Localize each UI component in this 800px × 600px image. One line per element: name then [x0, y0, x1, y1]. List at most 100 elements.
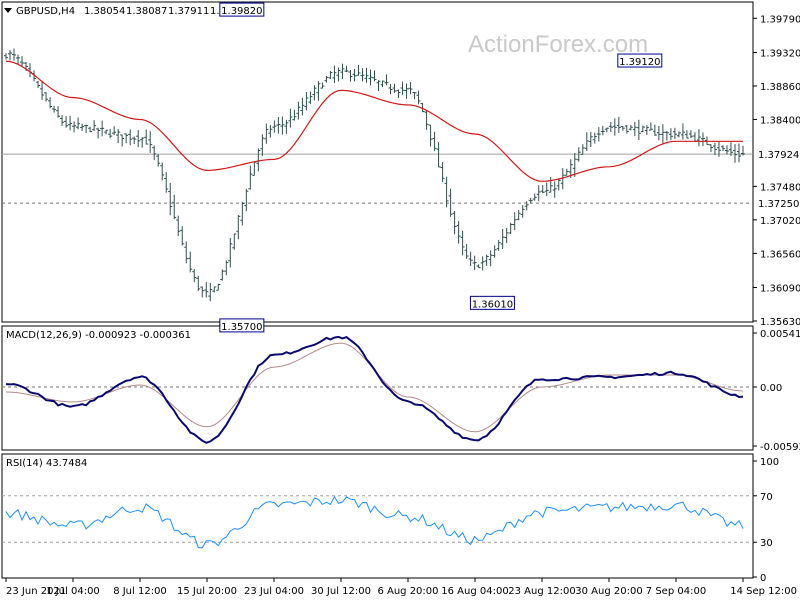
price-bar — [284, 119, 289, 134]
price-bar — [736, 143, 741, 163]
price-bar — [76, 117, 81, 130]
price-bar — [208, 282, 213, 302]
price-bar — [600, 125, 605, 136]
price-bar — [116, 128, 121, 143]
price-bar — [20, 56, 25, 68]
price-bar — [668, 128, 673, 141]
price-bar — [72, 121, 77, 133]
price-bar — [136, 130, 141, 148]
price-bar — [552, 181, 557, 198]
macd-tick-label: 0.005419 — [760, 329, 800, 340]
support-tag: 1.37250 — [754, 196, 800, 211]
price-bar — [384, 74, 389, 86]
price-bar — [88, 126, 93, 133]
price-bar — [652, 124, 657, 136]
price-bar — [528, 197, 533, 204]
x-tick-label: 16 Aug 04:00 — [441, 586, 508, 597]
price-bar — [132, 136, 137, 145]
price-bar — [512, 212, 517, 231]
price-tick-label: 1.39790 — [760, 14, 800, 25]
macd-series-group — [2, 335, 753, 444]
price-bar — [340, 63, 345, 79]
price-bar — [620, 126, 625, 131]
macd-line — [5, 335, 744, 444]
x-tick-label: 14 Sep 12:00 — [730, 586, 797, 597]
current-price-tag-box — [754, 147, 800, 162]
price-bar — [248, 165, 253, 190]
price-bar — [532, 193, 537, 201]
price-bar — [8, 50, 13, 61]
price-bar — [472, 255, 477, 271]
price-bar — [228, 237, 233, 268]
axes-group: 1.39790 1.39320 1.38860 1.38400 1.37480 1.370… — [5, 14, 800, 597]
price-bar — [520, 205, 525, 218]
price-bar — [328, 70, 333, 79]
dropdown-triangle-icon[interactable] — [4, 8, 12, 13]
macd-panel-frame — [1, 325, 754, 451]
price-bar — [220, 269, 225, 281]
price-bar — [536, 185, 541, 202]
price-bar — [708, 144, 713, 153]
price-annotation-label: 1.35700 — [221, 322, 262, 333]
price-bar — [304, 92, 309, 111]
price-bar — [732, 144, 737, 163]
price-bar — [432, 131, 437, 152]
watermark: ActionForex.com — [468, 31, 648, 58]
x-tick-label: 23 Aug 12:00 — [508, 586, 575, 597]
price-bar — [16, 54, 21, 65]
price-bar — [152, 145, 157, 161]
price-bar — [672, 127, 677, 140]
price-bar — [436, 142, 441, 168]
price-annotation: 1.35700 — [219, 318, 265, 333]
price-bar — [344, 65, 349, 73]
price-bar — [584, 132, 589, 151]
price-bar — [628, 124, 633, 131]
macd-tick-label: -0.005921 — [760, 442, 800, 453]
price-bar — [80, 123, 85, 131]
rsi-line — [5, 495, 744, 549]
price-bar — [108, 128, 113, 139]
support-tag-box — [754, 196, 800, 211]
price-bar — [680, 123, 685, 140]
price-bar — [316, 81, 321, 101]
price-tick-label: 1.38860 — [760, 82, 800, 93]
price-bar — [336, 67, 341, 82]
price-bar — [440, 161, 445, 183]
price-bar — [324, 75, 329, 83]
price-bar — [156, 154, 161, 167]
price-bar — [408, 82, 413, 95]
price-bar — [392, 83, 397, 93]
price-bar — [364, 67, 369, 83]
price-annotation-box — [617, 53, 663, 68]
price-bar — [160, 162, 165, 181]
price-bar — [272, 120, 277, 133]
price-bar — [428, 124, 433, 147]
price-bar — [588, 131, 593, 148]
price-bar — [296, 101, 301, 120]
macd-signal-line — [5, 342, 744, 433]
price-bar — [240, 201, 245, 226]
price-bar — [416, 90, 421, 105]
price-bar — [148, 131, 153, 153]
price-bar — [556, 178, 561, 191]
price-bar — [144, 129, 149, 145]
macd-title: MACD(12,26,9) -0.000923 -0.000361 — [6, 330, 191, 341]
price-tick-label: 1.38400 — [760, 115, 800, 126]
x-tick-label: 23 Jun 2021 — [6, 586, 66, 597]
x-tick-label: 1 Jul 04:00 — [46, 586, 100, 597]
price-bar — [104, 129, 109, 135]
price-bar — [64, 116, 69, 128]
price-bar — [636, 119, 641, 140]
price-bar — [464, 244, 469, 259]
high-value: 1.38087 — [126, 6, 167, 17]
price-annotation-label: 1.39120 — [619, 57, 660, 68]
price-bar — [320, 82, 325, 89]
price-bar — [300, 97, 305, 116]
price-bar — [348, 70, 353, 82]
price-bar — [40, 80, 45, 100]
price-bar — [488, 250, 493, 267]
price-bar — [200, 286, 205, 298]
price-bar — [280, 116, 285, 135]
open-value: 1.38054 — [84, 6, 125, 17]
